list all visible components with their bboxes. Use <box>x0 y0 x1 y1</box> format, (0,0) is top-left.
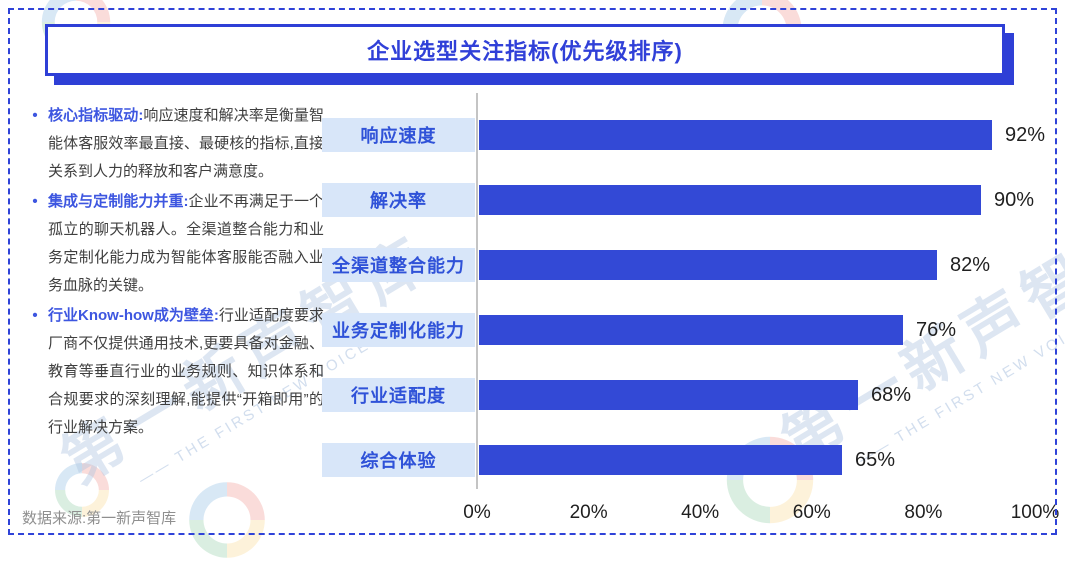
bullet-body: 响应速度和解决率是衡量智能体客服效率最直接、最硬核的指标,直接关系到人力的释放和… <box>48 107 324 180</box>
bar <box>479 445 842 475</box>
bullet-dot: • <box>32 107 38 124</box>
bullet-text: 行业Know-how成为壁垒:行业适配度要求厂商不仅提供通用技术,更要具备对金融… <box>48 302 324 442</box>
x-axis-tick-label: 20% <box>569 502 608 523</box>
bullet-lead: 核心指标驱动: <box>48 107 144 124</box>
x-axis-tick-label: 40% <box>681 502 720 523</box>
bar <box>479 120 992 150</box>
bar-value-label: 90% <box>994 189 1035 211</box>
bullet-body: 企业不再满足于一个孤立的聊天机器人。全渠道整合能力和业务定制化能力成为智能体客服… <box>48 193 324 294</box>
bar-value-label: 68% <box>871 384 912 406</box>
bar <box>479 380 858 410</box>
bullet-text: 集成与定制能力并重:企业不再满足于一个孤立的聊天机器人。全渠道整合能力和业务定制… <box>48 188 324 300</box>
y-axis-line <box>476 93 478 489</box>
bar-value-label: 82% <box>950 254 991 276</box>
bar-value-label: 76% <box>916 319 957 341</box>
bullet-dot: • <box>32 307 38 324</box>
infographic-page: 第一新声智库 —— THE FIRST NEW VOICE —— 第一新声智库 … <box>8 0 1065 558</box>
pinwheel-logo-icon <box>55 463 109 517</box>
category-label: 综合体验 <box>322 443 475 477</box>
category-label: 响应速度 <box>322 118 475 152</box>
x-axis-tick-label: 80% <box>904 502 943 523</box>
category-label: 业务定制化能力 <box>322 313 475 347</box>
category-label: 行业适配度 <box>322 378 475 412</box>
bar <box>479 315 903 345</box>
bullet-lead: 行业Know-how成为壁垒: <box>48 307 219 324</box>
title-banner: 企业选型关注指标(优先级排序) <box>45 24 1005 76</box>
category-label: 解决率 <box>322 183 475 217</box>
bullet-lead: 集成与定制能力并重: <box>48 193 189 210</box>
x-axis-tick-label: 100% <box>1010 502 1060 523</box>
x-axis-tick-label: 60% <box>792 502 831 523</box>
bar-chart: 响应速度 92% 解决率 90% 全渠道整合能力 82% 业务定制化能力 76% 行业适配度 68… <box>322 93 1060 523</box>
bar-value-label: 65% <box>855 449 896 471</box>
bullet-item: • 核心指标驱动:响应速度和解决率是衡量智能体客服效率最直接、最硬核的指标,直接… <box>22 102 324 186</box>
data-source-note: 数据来源:第一新声智库 <box>22 510 177 527</box>
x-axis-tick-label: 0% <box>463 502 491 523</box>
bar-value-label: 92% <box>1005 124 1046 146</box>
bullet-text: 核心指标驱动:响应速度和解决率是衡量智能体客服效率最直接、最硬核的指标,直接关系… <box>48 102 324 186</box>
bullet-item: • 行业Know-how成为壁垒:行业适配度要求厂商不仅提供通用技术,更要具备对… <box>22 302 324 442</box>
commentary-panel: • 核心指标驱动:响应速度和解决率是衡量智能体客服效率最直接、最硬核的指标,直接… <box>22 102 324 444</box>
category-label: 全渠道整合能力 <box>322 248 475 282</box>
bullet-body: 行业适配度要求厂商不仅提供通用技术,更要具备对金融、教育等垂直行业的业务规则、知… <box>48 307 324 436</box>
bar <box>479 185 981 215</box>
page-title: 企业选型关注指标(优先级排序) <box>367 39 683 64</box>
bar <box>479 250 937 280</box>
bullet-item: • 集成与定制能力并重:企业不再满足于一个孤立的聊天机器人。全渠道整合能力和业务… <box>22 188 324 300</box>
bullet-dot: • <box>32 193 38 210</box>
